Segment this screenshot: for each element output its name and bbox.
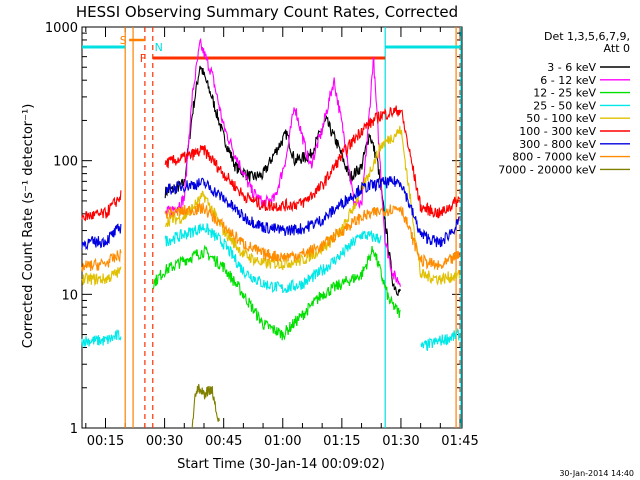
y-tick-label: 100 [53, 155, 78, 170]
timestamp: 30-Jan-2014 14:40 [559, 469, 634, 478]
y-tick-label: 1 [70, 422, 78, 437]
legend-label-5: 100 - 300 keV [519, 125, 596, 138]
x-tick-label: 01:15 [323, 434, 360, 449]
chart-title: HESSI Observing Summary Count Rates, Cor… [76, 3, 458, 21]
series-line-2 [152, 244, 401, 341]
flag-label-n: N [155, 41, 163, 54]
legend-header-line1: Det 1,3,5,6,7,9, [544, 30, 630, 43]
series-line-7 [81, 202, 460, 272]
legend-label-7: 800 - 7000 keV [512, 151, 596, 164]
flag-label-f: F [140, 52, 146, 65]
y-axis-label: Corrected Count Rate (s⁻¹ detector⁻¹) [21, 104, 36, 349]
legend-label-0: 3 - 6 keV [547, 61, 596, 74]
legend-label-8: 7000 - 20000 keV [498, 163, 596, 176]
legend-label-6: 300 - 800 keV [519, 138, 596, 151]
x-axis-label: Start Time (30-Jan-14 00:09:02) [177, 457, 385, 472]
series-line-5 [81, 105, 460, 222]
series-line-4 [81, 125, 460, 287]
x-tick-label: 00:15 [87, 434, 124, 449]
legend-label-1: 6 - 12 keV [540, 74, 596, 87]
series-line-1 [164, 37, 401, 287]
x-tick-label: 01:45 [441, 434, 478, 449]
y-tick-label: 1000 [45, 21, 78, 36]
series-line-3 [81, 223, 460, 352]
flag-label-s: S [120, 34, 127, 47]
plot-frame [81, 26, 463, 429]
series-line-6 [81, 176, 460, 251]
x-tick-label: 01:00 [264, 434, 301, 449]
legend-header-line2: Att 0 [604, 42, 630, 55]
x-tick-label: 00:30 [146, 434, 183, 449]
series-line-0 [164, 65, 401, 297]
legend-label-3: 25 - 50 keV [533, 99, 596, 112]
x-tick-label: 01:30 [382, 434, 419, 449]
y-tick-label: 10 [61, 288, 78, 303]
legend-label-4: 50 - 100 keV [526, 112, 596, 125]
series-line-8 [191, 383, 220, 429]
legend-label-2: 12 - 25 keV [533, 87, 596, 100]
plot-area: 1 10 100 1000 00:15 00:30 00:45 01:00 01:15 01:30… [45, 21, 479, 449]
x-tick-label: 00:45 [205, 434, 242, 449]
